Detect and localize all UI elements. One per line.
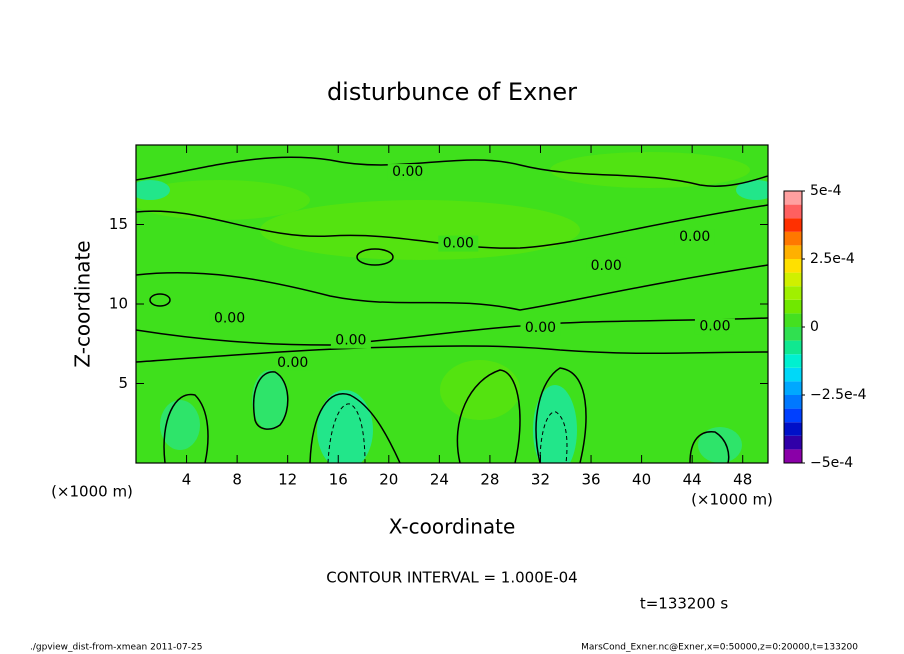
contour-label-bg xyxy=(272,354,313,371)
contour-label: 0.00 xyxy=(335,333,366,349)
colorbar-band xyxy=(784,313,802,327)
colorbar-band xyxy=(784,395,802,409)
x-tick-label: 44 xyxy=(683,471,702,489)
colorbar-band xyxy=(784,272,802,287)
contour-label-bg xyxy=(520,319,561,336)
contour-label-bg xyxy=(387,164,428,181)
colorbar-tick-label: 2.5e-4 xyxy=(810,251,855,267)
contour-label-bg xyxy=(586,257,627,274)
colorbar-band xyxy=(784,381,802,395)
x-tick-label: 16 xyxy=(329,471,348,489)
colorbar-band xyxy=(784,218,802,232)
colorbar-band xyxy=(784,245,802,259)
x-tick-label: 12 xyxy=(278,471,297,489)
colorbar-band xyxy=(784,327,802,341)
x-tick-label: 28 xyxy=(480,471,499,489)
colorbar-tick-label: −5e-4 xyxy=(810,455,853,471)
x-tick-label: 48 xyxy=(733,471,752,489)
colorbar-band xyxy=(784,286,802,300)
colorbar-band xyxy=(784,367,802,382)
contour-label-bg xyxy=(209,310,250,327)
colorbar-band xyxy=(784,449,802,463)
footer-right: MarsCond_Exner.nc@Exner,x=0:50000,z=0:20… xyxy=(581,643,858,653)
contour-interval: CONTOUR INTERVAL = 1.000E-04 xyxy=(326,569,577,587)
y-axis-label: Z-coordinate xyxy=(71,240,95,367)
contour-label: 0.00 xyxy=(591,258,622,274)
contour-label-bg xyxy=(330,332,371,349)
x-tick-label: 36 xyxy=(581,471,600,489)
colorbar-tick-label: 5e-4 xyxy=(810,183,842,199)
x-tick-label: 4 xyxy=(182,471,192,489)
colorbar-tick-label: 0 xyxy=(810,319,819,335)
colorbar-band xyxy=(784,408,802,423)
colorbar-band xyxy=(784,435,802,450)
contour-label: 0.00 xyxy=(699,318,730,334)
contour-label-bg xyxy=(694,318,735,335)
colorbar-band xyxy=(784,340,802,355)
footer-left: ./gpview_dist-from-xmean 2011-07-25 xyxy=(30,643,202,653)
colorbar-band xyxy=(784,231,802,246)
y-tick-label: 5 xyxy=(118,374,128,392)
time-label: t=133200 s xyxy=(640,595,728,613)
colorbar-tick-label: −2.5e-4 xyxy=(810,387,867,403)
x-unit-label: (×1000 m) xyxy=(51,483,133,501)
colorbar-band xyxy=(784,354,802,368)
colorbar-band xyxy=(784,259,802,273)
contour-label: 0.00 xyxy=(214,310,245,326)
colorbar-band xyxy=(784,204,802,219)
y-tick-label: 15 xyxy=(109,215,128,233)
contour-label: 0.00 xyxy=(679,229,710,245)
x-tick-label: 24 xyxy=(430,471,449,489)
x-tick-label: 40 xyxy=(632,471,651,489)
contour-label-bg xyxy=(674,229,715,246)
colorbar-band xyxy=(784,299,802,314)
y-tick-label: 10 xyxy=(109,295,128,313)
contour-label: 0.00 xyxy=(443,236,474,252)
contour-label: 0.00 xyxy=(525,320,556,336)
x-tick-label: 20 xyxy=(379,471,398,489)
x-tick-label: 32 xyxy=(531,471,550,489)
contour-label: 0.00 xyxy=(277,355,308,371)
chart-title: disturbunce of Exner xyxy=(327,78,577,106)
colorbar-band xyxy=(784,422,802,436)
x-tick-label: 8 xyxy=(232,471,242,489)
x-axis-label: X-coordinate xyxy=(389,515,516,539)
contour-label: 0.00 xyxy=(392,164,423,180)
x-unit-label: (×1000 m) xyxy=(691,491,773,509)
colorbar-band xyxy=(784,191,802,205)
contour-field xyxy=(136,145,768,463)
contour-label-bg xyxy=(438,235,479,252)
